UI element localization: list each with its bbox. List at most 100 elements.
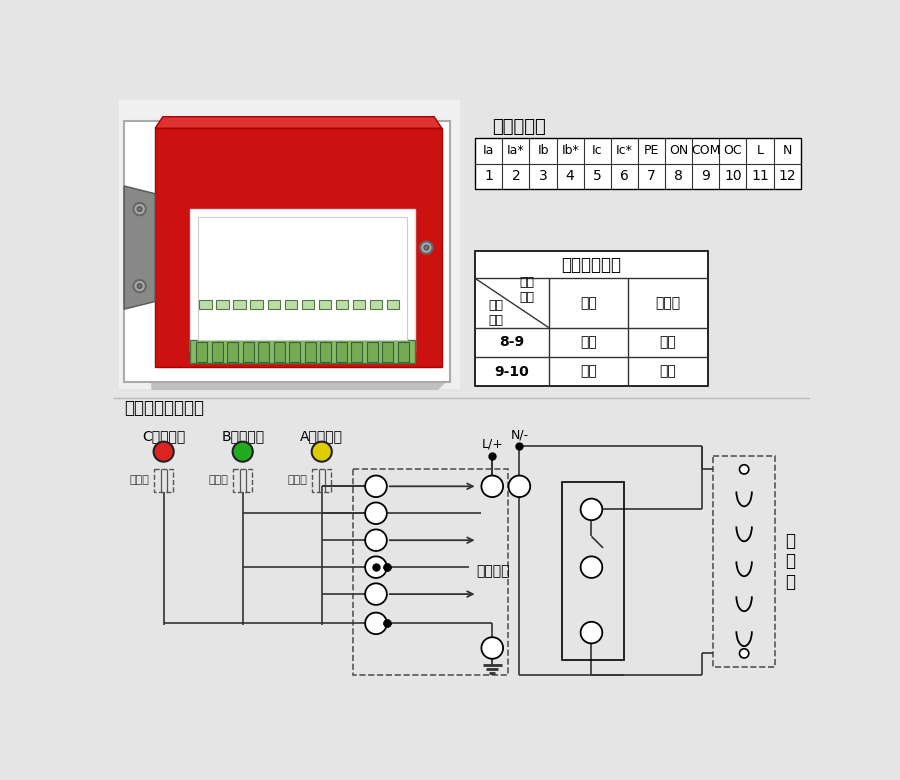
Circle shape <box>138 284 142 289</box>
Bar <box>302 300 314 309</box>
Bar <box>119 100 460 388</box>
Circle shape <box>365 530 387 551</box>
Bar <box>198 217 407 340</box>
Text: OC: OC <box>724 144 742 158</box>
Bar <box>320 342 331 362</box>
Bar <box>233 300 246 309</box>
Text: 8-9: 8-9 <box>500 335 525 349</box>
Circle shape <box>365 476 387 497</box>
Bar <box>351 342 362 362</box>
Circle shape <box>580 622 602 644</box>
Text: 12: 12 <box>511 480 527 493</box>
Text: 7: 7 <box>647 169 656 183</box>
Text: 接通: 接通 <box>580 364 597 378</box>
Text: 10: 10 <box>583 503 599 516</box>
Circle shape <box>482 637 503 659</box>
Text: Shanghai juren Power Technology Co.,Ltd: Shanghai juren Power Technology Co.,Ltd <box>215 355 390 363</box>
Bar <box>336 342 346 362</box>
Bar <box>124 121 450 382</box>
Circle shape <box>420 242 433 254</box>
Text: 不带电: 不带电 <box>655 296 680 310</box>
Text: Ib*: Ib* <box>562 144 579 158</box>
Circle shape <box>424 245 428 250</box>
Bar <box>284 300 297 309</box>
Text: 2: 2 <box>372 506 381 520</box>
Polygon shape <box>151 121 446 390</box>
Circle shape <box>365 502 387 524</box>
Circle shape <box>482 476 503 497</box>
Text: 2: 2 <box>511 169 520 183</box>
Text: 4: 4 <box>372 560 381 574</box>
Text: Ic: Ic <box>592 144 603 158</box>
Circle shape <box>365 612 387 634</box>
Bar <box>312 469 331 491</box>
Text: ON: ON <box>669 144 689 158</box>
Text: 屏蔽层: 屏蔽层 <box>130 475 149 485</box>
Bar <box>250 300 263 309</box>
Bar <box>370 300 382 309</box>
Bar <box>398 342 409 362</box>
Text: Ic*: Ic* <box>616 144 633 158</box>
Bar <box>336 300 348 309</box>
Bar <box>199 300 212 309</box>
Circle shape <box>133 203 146 215</box>
Text: 产品接线原理图：: 产品接线原理图： <box>124 399 204 417</box>
Circle shape <box>365 583 387 605</box>
Circle shape <box>580 556 602 578</box>
Text: 断开: 断开 <box>660 364 676 378</box>
Text: B相传感器: B相传感器 <box>221 429 265 443</box>
Text: PE: PE <box>644 144 659 158</box>
Text: 9: 9 <box>587 560 596 574</box>
Polygon shape <box>124 186 155 309</box>
Text: 1: 1 <box>372 479 381 493</box>
Circle shape <box>740 465 749 474</box>
Text: 断开: 断开 <box>580 335 597 349</box>
Text: N: N <box>782 144 792 158</box>
Bar <box>353 469 508 675</box>
Bar <box>562 483 624 660</box>
Text: 3: 3 <box>538 169 547 183</box>
Text: 9-10: 9-10 <box>495 364 529 378</box>
Bar <box>216 300 229 309</box>
Bar <box>387 300 400 309</box>
Text: L/+: L/+ <box>482 438 503 451</box>
Text: 12: 12 <box>778 169 796 183</box>
Text: Ib: Ib <box>537 144 549 158</box>
Text: 11: 11 <box>752 169 769 183</box>
Text: 触点输出状态: 触点输出状态 <box>562 256 621 274</box>
Bar <box>305 342 316 362</box>
Circle shape <box>311 441 332 462</box>
Text: 带电显示: 带电显示 <box>477 564 510 578</box>
Text: A相传感器: A相传感器 <box>301 429 343 443</box>
Bar <box>196 342 207 362</box>
Text: 6: 6 <box>372 616 381 630</box>
Bar <box>212 342 222 362</box>
Text: COM: COM <box>691 144 721 158</box>
Text: 触点
输出: 触点 输出 <box>489 299 503 327</box>
Polygon shape <box>155 117 442 128</box>
Circle shape <box>580 498 602 520</box>
Text: 11: 11 <box>484 480 500 493</box>
Polygon shape <box>155 128 442 367</box>
Bar <box>274 342 284 362</box>
Text: 产品端子图: 产品端子图 <box>492 119 546 136</box>
Bar <box>227 342 238 362</box>
Text: 8: 8 <box>587 626 596 640</box>
Circle shape <box>365 556 387 578</box>
Bar <box>233 469 252 491</box>
Text: 4: 4 <box>566 169 574 183</box>
Bar <box>155 469 173 491</box>
Circle shape <box>133 280 146 292</box>
Text: 1: 1 <box>484 169 493 183</box>
Text: 3: 3 <box>372 534 381 548</box>
Circle shape <box>154 441 174 462</box>
Text: 传感器安装示意图: 传感器安装示意图 <box>279 243 326 253</box>
Circle shape <box>508 476 530 497</box>
Text: 8: 8 <box>674 169 683 183</box>
Text: 6: 6 <box>620 169 629 183</box>
Text: 带电: 带电 <box>580 296 597 310</box>
Bar <box>353 300 365 309</box>
Text: 屏蔽层: 屏蔽层 <box>209 475 229 485</box>
Text: L: L <box>757 144 763 158</box>
Text: 7: 7 <box>488 641 497 655</box>
